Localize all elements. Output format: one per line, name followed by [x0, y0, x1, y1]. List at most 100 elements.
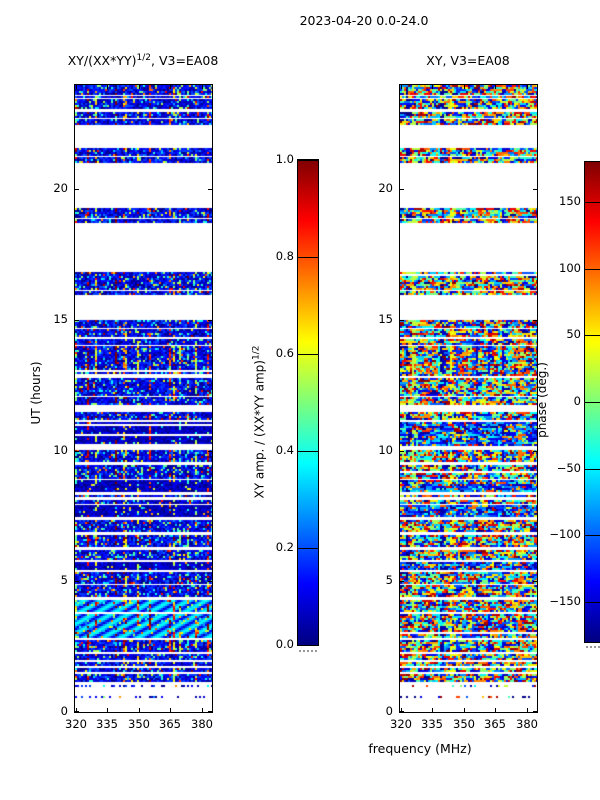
amp-colorbar — [297, 159, 319, 646]
y-tick-mark — [208, 320, 212, 321]
y-tick-mark — [400, 711, 404, 712]
colorbar-tick-label: 0.0 — [275, 637, 294, 651]
y-tick-mark — [208, 711, 212, 712]
colorbar-tick-line — [585, 335, 600, 336]
colorbar-tick-line — [298, 354, 318, 355]
x-tick-label: 320 — [65, 717, 87, 731]
y-tick-label: 10 — [53, 443, 68, 457]
x-tick-mark — [202, 708, 203, 712]
x-tick-mark — [170, 708, 171, 712]
x-tick-label: 365 — [159, 717, 181, 731]
x-tick-mark — [527, 85, 528, 89]
y-tick-mark — [533, 451, 537, 452]
x-tick-label: 350 — [128, 717, 150, 731]
colorbar-tick-line — [298, 160, 318, 161]
colorbar-tick-line — [585, 535, 600, 536]
y-axis-label: UT (hours) — [29, 361, 43, 425]
y-tick-mark — [75, 711, 79, 712]
y-tick-mark — [400, 581, 404, 582]
x-tick-mark — [107, 708, 108, 712]
y-tick-mark — [400, 320, 404, 321]
colorbar-tick-line — [585, 269, 600, 270]
left-plot-frame — [74, 84, 213, 713]
x-tick-mark — [401, 85, 402, 89]
x-tick-mark — [464, 85, 465, 89]
y-tick-label: 0 — [60, 704, 68, 718]
colorbar-dotted-mark — [586, 646, 600, 648]
x-tick-mark — [495, 708, 496, 712]
y-tick-label: 20 — [378, 181, 393, 195]
colorbar-tick-line — [585, 602, 600, 603]
x-tick-mark — [432, 708, 433, 712]
x-tick-mark — [202, 85, 203, 89]
colorbar-tick-line — [298, 451, 318, 452]
amp-heatmap — [75, 85, 212, 712]
x-tick-mark — [139, 85, 140, 89]
y-tick-label: 5 — [60, 573, 68, 587]
x-tick-label: 365 — [484, 717, 506, 731]
y-tick-label: 5 — [385, 573, 393, 587]
x-tick-mark — [76, 708, 77, 712]
colorbar-dotted-mark — [299, 650, 317, 652]
x-tick-mark — [107, 85, 108, 89]
x-tick-label: 380 — [516, 717, 538, 731]
left-plot-title-rest: , V3=EA08 — [151, 53, 219, 69]
y-tick-mark — [400, 189, 404, 190]
x-tick-mark — [170, 85, 171, 89]
colorbar-tick-label: −50 — [556, 461, 581, 475]
x-tick-mark — [495, 85, 496, 89]
y-tick-mark — [400, 451, 404, 452]
x-tick-mark — [464, 708, 465, 712]
x-tick-mark — [76, 85, 77, 89]
y-tick-mark — [75, 451, 79, 452]
colorbar-tick-label: 0.6 — [275, 346, 294, 360]
colorbar-tick-line — [298, 257, 318, 258]
x-tick-label: 320 — [390, 717, 412, 731]
colorbar-tick-label: 0.4 — [275, 443, 294, 457]
colorbar-tick-line — [298, 548, 318, 549]
colorbar-tick-label: 0.8 — [275, 249, 294, 263]
phase-heatmap — [400, 85, 537, 712]
x-tick-label: 380 — [191, 717, 213, 731]
y-tick-label: 20 — [53, 181, 68, 195]
colorbar-tick-label: 0 — [573, 394, 581, 408]
x-tick-label: 335 — [421, 717, 443, 731]
colorbar-tick-label: −100 — [549, 527, 581, 541]
y-tick-mark — [75, 320, 79, 321]
y-tick-label: 15 — [378, 312, 393, 326]
colorbar-tick-label: 1.0 — [275, 152, 294, 166]
right-plot-title: XY, V3=EA08 — [426, 53, 510, 68]
colorbar-tick-label: 150 — [559, 194, 581, 208]
y-tick-mark — [75, 189, 79, 190]
colorbar-tick-line — [585, 469, 600, 470]
y-tick-label: 15 — [53, 312, 68, 326]
x-tick-label: 335 — [96, 717, 118, 731]
x-tick-mark — [401, 708, 402, 712]
colorbar-tick-line — [585, 402, 600, 403]
x-tick-mark — [432, 85, 433, 89]
colorbar-tick-label: −150 — [549, 594, 581, 608]
y-tick-mark — [208, 581, 212, 582]
colorbar-tick-label: 50 — [566, 327, 581, 341]
y-tick-mark — [533, 581, 537, 582]
colorbar-tick-label: 0.2 — [275, 540, 294, 554]
left-plot-title: XY/(XX*YY)1/2, V3=EA08 — [43, 53, 243, 68]
y-tick-mark — [533, 320, 537, 321]
left-plot-title-base: XY/(XX*YY) — [67, 53, 137, 69]
y-tick-mark — [533, 189, 537, 190]
y-tick-mark — [208, 451, 212, 452]
colorbar-tick-line — [585, 202, 600, 203]
y-tick-label: 10 — [378, 443, 393, 457]
x-tick-mark — [139, 708, 140, 712]
y-tick-label: 0 — [385, 704, 393, 718]
x-tick-mark — [527, 708, 528, 712]
x-axis-label: frequency (MHz) — [368, 741, 472, 756]
colorbar-tick-line — [298, 645, 318, 646]
y-tick-mark — [208, 189, 212, 190]
x-tick-label: 350 — [453, 717, 475, 731]
amp-colorbar-label-base: XY amp. / (XX*YY amp) — [252, 360, 267, 499]
y-tick-mark — [533, 711, 537, 712]
colorbar-tick-label: 100 — [559, 261, 581, 275]
y-tick-mark — [75, 581, 79, 582]
